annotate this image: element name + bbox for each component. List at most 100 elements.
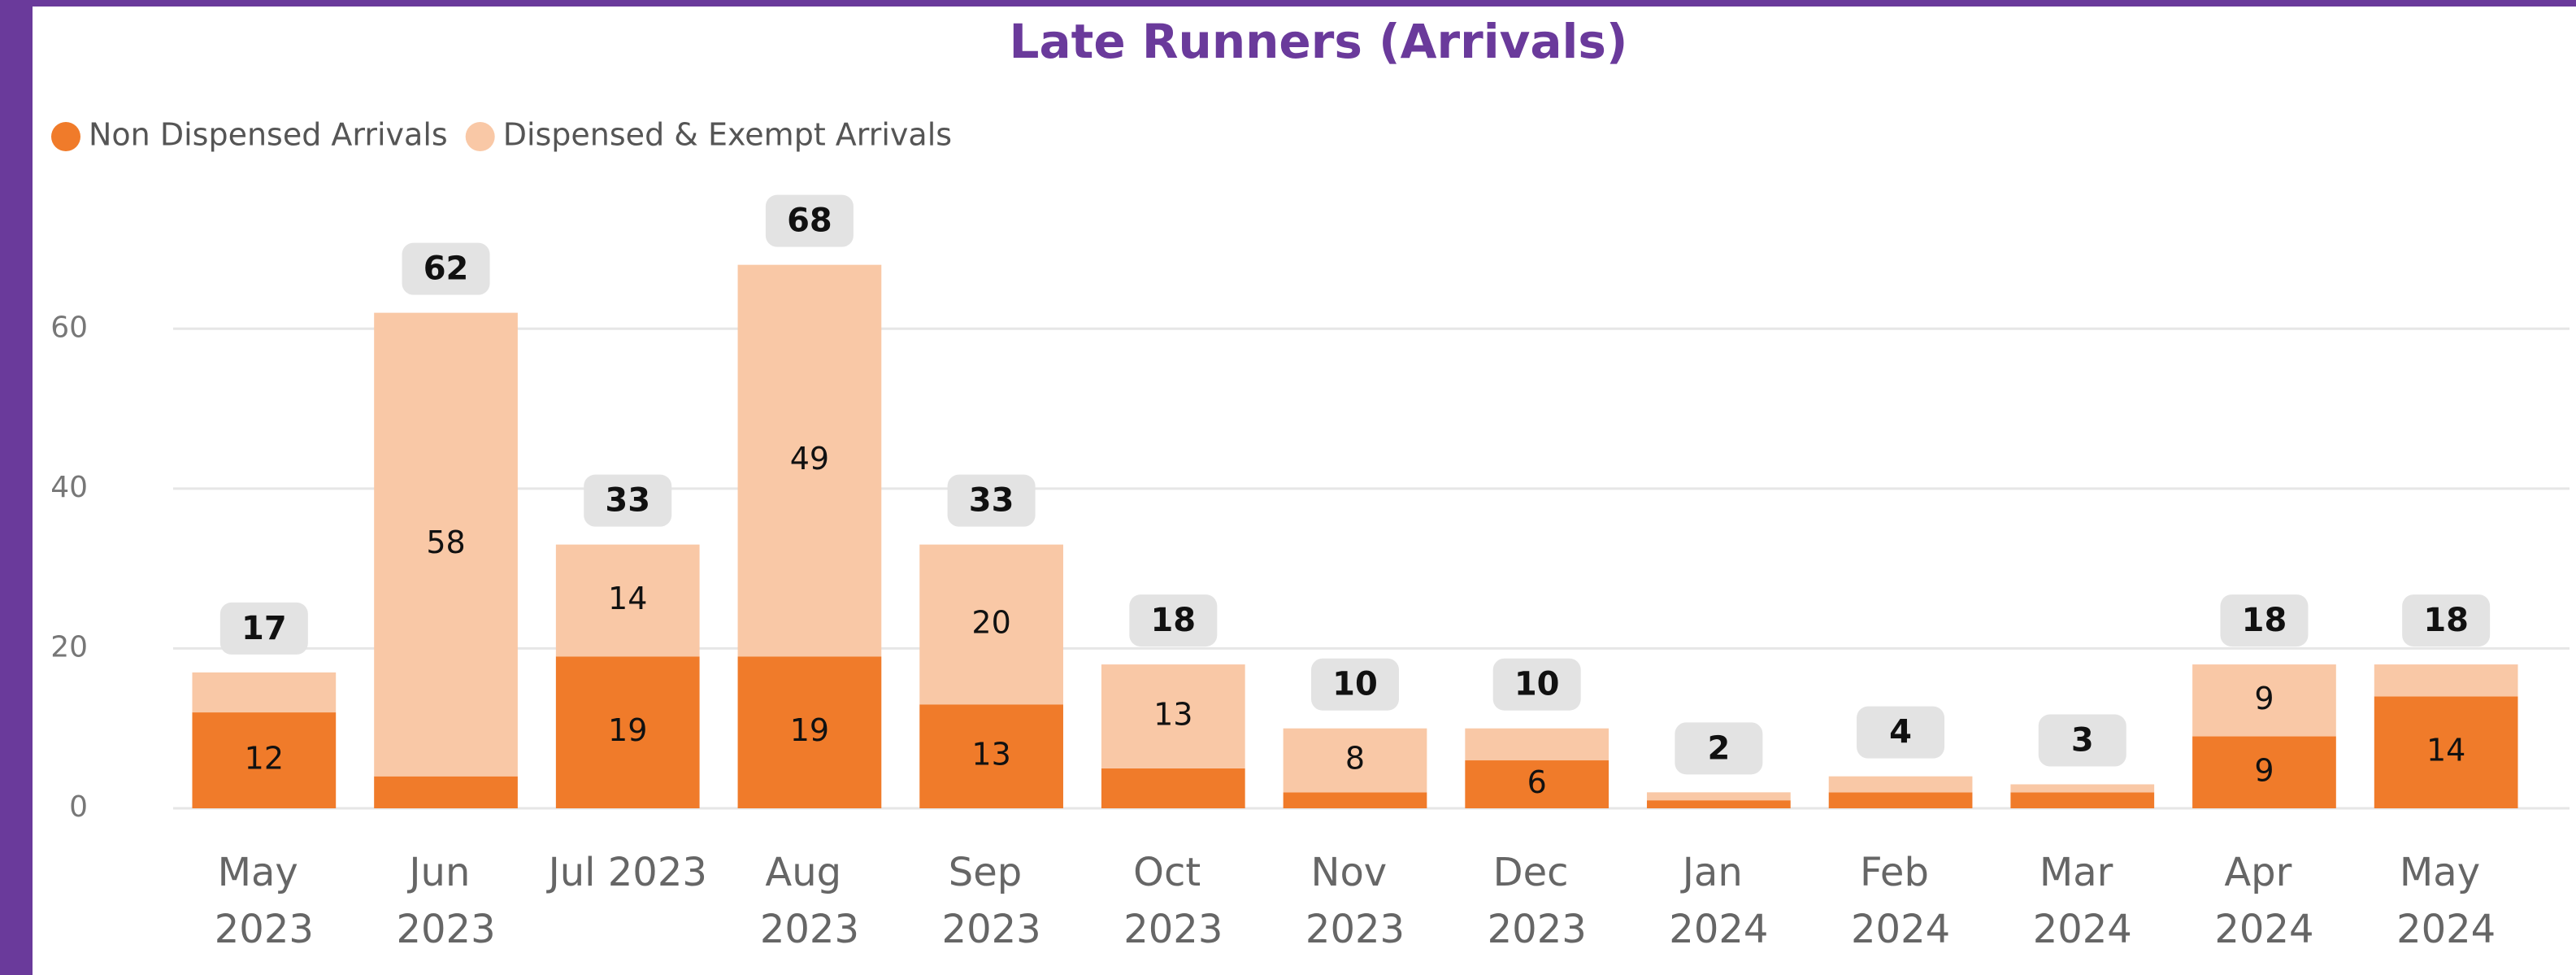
x-tick-label-line: 2024 xyxy=(2033,907,2132,952)
x-tick-label: Aug 2023 xyxy=(760,850,859,952)
x-tick-label: Oct 2023 xyxy=(1123,850,1223,952)
data-label: 19 xyxy=(608,712,647,748)
x-tick-label-line: May xyxy=(218,850,311,895)
x-tick-label-line: 2024 xyxy=(2396,907,2496,952)
bar-segment xyxy=(919,544,1063,705)
bar-segment xyxy=(1828,792,1973,808)
x-tick-label: Nov 2023 xyxy=(1305,850,1405,952)
bar-segment xyxy=(2192,736,2336,808)
x-tick-label-line: Dec xyxy=(1493,850,1581,895)
x-tick-label: Jul 2023 xyxy=(546,850,707,895)
top-border xyxy=(0,0,2576,7)
bar-segment xyxy=(1647,800,1791,808)
bar-segment xyxy=(374,776,518,808)
bar-segment xyxy=(1283,728,1427,793)
bar-segment xyxy=(1101,664,1245,768)
bar-segment xyxy=(2010,792,2155,808)
total-label-box xyxy=(2038,714,2126,767)
legend-label: Dispensed & Exempt Arrivals xyxy=(503,117,952,153)
total-label: 62 xyxy=(424,250,469,288)
total-label: 10 xyxy=(1514,666,1560,703)
data-label: 12 xyxy=(245,741,284,777)
total-label-box xyxy=(1857,706,1945,759)
y-tick-label: 20 xyxy=(50,630,88,664)
bar-segment xyxy=(192,672,337,713)
total-label: 68 xyxy=(787,202,832,240)
bar-segment xyxy=(1465,728,1609,761)
x-tick-label-line: Nov xyxy=(1311,850,1400,895)
total-label-box xyxy=(219,602,308,655)
bar-segment xyxy=(2192,664,2336,737)
total-label: 18 xyxy=(2423,602,2469,639)
x-tick-label-line: Aug xyxy=(765,850,854,895)
total-label-box xyxy=(947,474,1036,527)
x-tick-label-line: Apr xyxy=(2224,850,2304,895)
x-tick-label-line: Feb xyxy=(1860,850,1941,895)
x-tick-label-line: 2024 xyxy=(2214,907,2313,952)
total-label-box xyxy=(1129,594,1218,647)
bar-segment xyxy=(919,704,1063,808)
left-border xyxy=(0,0,33,975)
bar-segment xyxy=(2374,664,2518,697)
x-tick-label: Feb 2024 xyxy=(1851,850,1950,952)
y-tick-label: 40 xyxy=(50,471,88,504)
data-label: 9 xyxy=(2254,681,2274,716)
total-label-box xyxy=(1675,722,1763,775)
x-tick-label: Jun 2023 xyxy=(396,850,495,952)
bar-segment xyxy=(1465,760,1609,808)
x-tick-label-line: 2023 xyxy=(1305,907,1405,952)
bar-segment xyxy=(1828,776,1973,793)
x-tick-label-line: Jun xyxy=(406,850,482,895)
x-tick-label: May 2024 xyxy=(2396,850,2496,952)
total-label: 33 xyxy=(605,482,650,520)
bar-segment xyxy=(737,656,882,808)
bar-segment xyxy=(555,544,700,657)
bar-segment xyxy=(2374,696,2518,808)
data-label: 58 xyxy=(426,524,465,560)
total-label: 17 xyxy=(241,610,287,647)
data-label: 49 xyxy=(790,441,829,477)
legend-label: Non Dispensed Arrivals xyxy=(89,117,448,153)
total-label: 18 xyxy=(2242,602,2287,639)
x-tick-label-line: 2023 xyxy=(760,907,859,952)
data-label: 9 xyxy=(2254,752,2274,788)
x-tick-label: Jan 2024 xyxy=(1669,850,1768,952)
total-label-box xyxy=(584,474,672,527)
data-label: 14 xyxy=(2426,733,2465,768)
x-tick-label-line: 2023 xyxy=(1123,907,1223,952)
total-label: 2 xyxy=(1707,729,1730,767)
total-label: 33 xyxy=(969,482,1014,520)
chart-title: Late Runners (Arrivals) xyxy=(1010,14,1628,69)
data-label: 19 xyxy=(790,712,829,748)
x-tick-label-line: 2023 xyxy=(215,907,314,952)
x-tick-label-line: 2023 xyxy=(1488,907,1587,952)
total-label-box xyxy=(1311,658,1399,711)
data-label: 13 xyxy=(1153,696,1192,732)
x-tick-label-line: 2023 xyxy=(396,907,495,952)
data-label: 20 xyxy=(971,604,1010,640)
bar-segment xyxy=(192,712,337,808)
legend-swatch xyxy=(51,122,80,151)
y-tick-label: 60 xyxy=(50,311,88,344)
x-tick-label-line: 2024 xyxy=(1851,907,1950,952)
total-label: 4 xyxy=(1889,714,1912,751)
bar-segment xyxy=(737,264,882,657)
x-tick-label: Sep 2023 xyxy=(942,850,1041,952)
x-tick-label-line: Mar xyxy=(2040,850,2126,895)
x-tick-label-line: 2024 xyxy=(1669,907,1768,952)
bar-segment xyxy=(1101,768,1245,808)
total-label: 10 xyxy=(1332,666,1378,703)
total-label: 3 xyxy=(2071,722,2094,760)
x-tick-label-line: Oct xyxy=(1133,850,1213,895)
x-tick-label-line: 2023 xyxy=(942,907,1041,952)
total-label-box xyxy=(765,194,854,247)
x-tick-label-line: Sep xyxy=(949,850,1035,895)
x-tick-label: Mar 2024 xyxy=(2033,850,2132,952)
legend-swatch xyxy=(465,122,495,151)
data-label: 13 xyxy=(971,737,1010,773)
x-tick-label-line: Jan xyxy=(1680,850,1755,895)
x-tick-label: Dec 2023 xyxy=(1488,850,1587,952)
y-tick-label: 0 xyxy=(69,790,88,824)
total-label: 18 xyxy=(1150,602,1196,639)
